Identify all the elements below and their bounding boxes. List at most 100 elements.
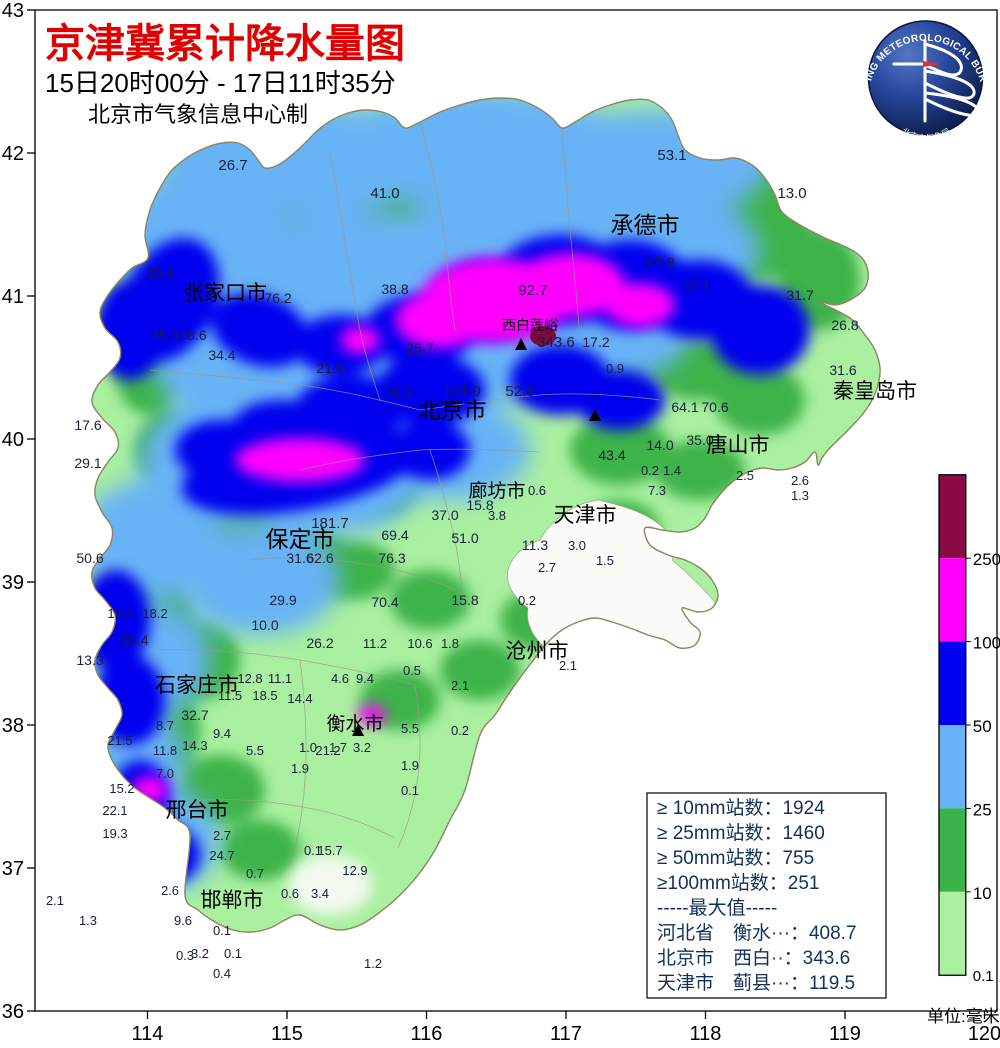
- svg-text:17.6: 17.6: [74, 417, 101, 433]
- svg-text:29.9: 29.9: [269, 592, 296, 608]
- svg-text:25.7: 25.7: [406, 340, 433, 356]
- svg-text:14.0: 14.0: [646, 437, 673, 453]
- svg-text:21.5: 21.5: [107, 733, 132, 748]
- svg-text:邢台市: 邢台市: [166, 799, 229, 822]
- svg-text:37.0: 37.0: [431, 507, 458, 523]
- svg-text:343.6: 343.6: [537, 334, 575, 351]
- svg-text:120: 120: [968, 1023, 1000, 1045]
- svg-text:石家庄市: 石家庄市: [155, 674, 239, 697]
- svg-text:76.3: 76.3: [378, 550, 405, 566]
- svg-text:保定市: 保定市: [266, 526, 335, 552]
- svg-text:41.0: 41.0: [370, 185, 399, 202]
- svg-text:14.3: 14.3: [182, 738, 207, 753]
- svg-text:17.2: 17.2: [582, 334, 609, 350]
- svg-text:22.1: 22.1: [102, 803, 127, 818]
- svg-text:2.5: 2.5: [736, 468, 754, 483]
- svg-text:8.7: 8.7: [156, 718, 174, 733]
- svg-text:31.6: 31.6: [829, 362, 856, 378]
- svg-text:29.1: 29.1: [74, 455, 101, 471]
- svg-text:15.8: 15.8: [451, 592, 478, 608]
- svg-text:18.2: 18.2: [142, 606, 167, 621]
- svg-text:天津市: 天津市: [554, 504, 617, 527]
- svg-text:承德市: 承德市: [611, 212, 680, 238]
- svg-text:70.6: 70.6: [701, 399, 728, 415]
- svg-text:43: 43: [2, 0, 24, 22]
- svg-text:37.1: 37.1: [683, 277, 710, 293]
- svg-text:13.3: 13.3: [76, 652, 103, 668]
- svg-text:5.5: 5.5: [401, 721, 419, 736]
- svg-text:14.4: 14.4: [287, 691, 312, 706]
- svg-text:廊坊市: 廊坊市: [468, 480, 525, 502]
- svg-text:41: 41: [2, 286, 24, 308]
- svg-text:≥ 50mm站数：755: ≥ 50mm站数：755: [657, 847, 814, 869]
- svg-text:24.7: 24.7: [209, 848, 234, 863]
- svg-text:0.2: 0.2: [518, 593, 536, 608]
- svg-text:12.8: 12.8: [237, 671, 262, 686]
- svg-text:31.6: 31.6: [286, 550, 313, 566]
- svg-text:118: 118: [690, 1023, 722, 1045]
- svg-text:21.2: 21.2: [315, 743, 340, 758]
- svg-text:11.3: 11.3: [522, 537, 548, 553]
- svg-text:25: 25: [973, 800, 992, 819]
- svg-text:京津冀累计降水量图: 京津冀累计降水量图: [45, 22, 405, 66]
- svg-text:≥ 10mm站数：1924: ≥ 10mm站数：1924: [657, 797, 825, 819]
- svg-text:117: 117: [550, 1023, 582, 1045]
- svg-text:9.4: 9.4: [356, 671, 374, 686]
- svg-text:50.6: 50.6: [76, 550, 103, 566]
- svg-text:26.7: 26.7: [218, 157, 247, 174]
- svg-text:11.8: 11.8: [153, 743, 177, 758]
- svg-text:≥100mm站数：251: ≥100mm站数：251: [657, 872, 819, 894]
- svg-text:65.4: 65.4: [121, 632, 148, 648]
- svg-text:50: 50: [973, 717, 992, 736]
- svg-text:0.6: 0.6: [281, 886, 299, 901]
- svg-text:4.6: 4.6: [331, 671, 349, 686]
- svg-text:1.8: 1.8: [441, 636, 459, 651]
- svg-text:19.3: 19.3: [102, 826, 127, 841]
- svg-text:7.0: 7.0: [156, 766, 174, 781]
- svg-text:1.5: 1.5: [596, 553, 614, 568]
- svg-text:-----最大值-----: -----最大值-----: [657, 897, 777, 919]
- svg-text:11.1: 11.1: [268, 671, 292, 686]
- svg-text:0.1: 0.1: [973, 968, 994, 985]
- svg-text:38.6: 38.6: [179, 327, 206, 343]
- svg-text:10.0: 10.0: [251, 617, 278, 633]
- svg-text:2.7: 2.7: [213, 828, 231, 843]
- svg-text:35.3: 35.3: [151, 327, 178, 343]
- svg-text:≥ 25mm站数：1460: ≥ 25mm站数：1460: [657, 822, 825, 844]
- svg-text:69.4: 69.4: [381, 527, 408, 543]
- svg-text:42: 42: [2, 143, 24, 165]
- svg-text:1.3: 1.3: [79, 913, 97, 928]
- svg-text:10.6: 10.6: [407, 636, 432, 651]
- svg-text:39: 39: [2, 572, 24, 594]
- svg-text:115: 115: [271, 1023, 303, 1045]
- svg-text:100: 100: [973, 634, 1000, 653]
- svg-text:36: 36: [2, 1001, 24, 1023]
- svg-text:1.0: 1.0: [299, 740, 317, 755]
- svg-text:5.5: 5.5: [246, 743, 264, 758]
- svg-text:3.2: 3.2: [191, 946, 209, 961]
- svg-text:15日20时00分 - 17日11时35分: 15日20时00分 - 17日11时35分: [45, 68, 396, 98]
- svg-text:26.2: 26.2: [306, 635, 333, 651]
- svg-text:唐山市: 唐山市: [707, 434, 770, 457]
- svg-text:0.6: 0.6: [528, 483, 546, 498]
- svg-text:2.1: 2.1: [46, 893, 64, 908]
- svg-text:11.2: 11.2: [363, 636, 387, 651]
- svg-text:1.2: 1.2: [364, 956, 382, 971]
- svg-text:北京市: 北京市: [418, 397, 487, 423]
- svg-text:1.4: 1.4: [663, 463, 681, 478]
- svg-text:92.7: 92.7: [518, 282, 547, 299]
- svg-text:35.8: 35.8: [146, 264, 173, 280]
- svg-text:32.7: 32.7: [181, 707, 208, 723]
- svg-text:3.8: 3.8: [488, 508, 506, 523]
- svg-text:53.1: 53.1: [657, 147, 686, 164]
- svg-text:0.9: 0.9: [606, 361, 624, 376]
- svg-text:1.9: 1.9: [291, 761, 309, 776]
- svg-text:37: 37: [2, 858, 24, 880]
- svg-text:76.2: 76.2: [264, 290, 291, 306]
- svg-text:2.6: 2.6: [791, 473, 809, 488]
- svg-text:0.5: 0.5: [403, 663, 421, 678]
- svg-text:西白莲峪: 西白莲峪: [502, 317, 558, 333]
- svg-text:河北省 衡水···：408.7: 河北省 衡水···：408.7: [657, 922, 857, 944]
- svg-text:47.8: 47.8: [645, 255, 674, 272]
- svg-text:70.4: 70.4: [371, 594, 398, 610]
